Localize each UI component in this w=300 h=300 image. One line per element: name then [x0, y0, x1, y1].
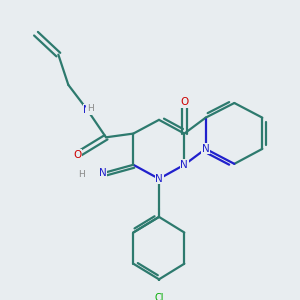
Text: N: N: [99, 168, 106, 178]
Text: N: N: [181, 160, 188, 170]
Text: H: H: [78, 169, 85, 178]
Text: Cl: Cl: [154, 293, 164, 300]
Text: O: O: [180, 98, 188, 107]
Text: O: O: [73, 150, 82, 160]
Text: N: N: [83, 105, 91, 115]
Text: H: H: [87, 104, 93, 113]
Text: N: N: [202, 144, 209, 154]
Text: N: N: [155, 174, 163, 184]
